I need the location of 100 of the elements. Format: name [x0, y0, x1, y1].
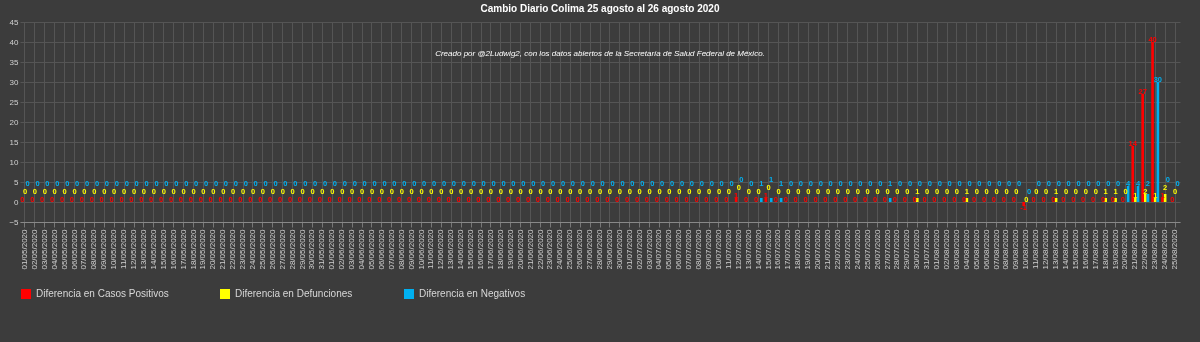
- x-tick-label: 21/06/2020: [525, 228, 535, 270]
- x-tick-label: 08/06/2020: [396, 228, 406, 270]
- x-tick-label: 22/08/2020: [1140, 228, 1150, 270]
- legend-label: Diferencia en Defunciones: [235, 288, 353, 299]
- x-tick-label: 18/06/2020: [495, 228, 505, 270]
- x-tick-label: 27/06/2020: [585, 228, 595, 270]
- x-tick-label: 24/07/2020: [852, 228, 862, 270]
- x-tick-label: 28/07/2020: [892, 228, 902, 270]
- chart-title: Cambio Diario Colima 25 agosto al 26 agosto 2020: [480, 3, 720, 14]
- x-tick-label: 01/07/2020: [624, 228, 634, 270]
- x-tick-label: 25/08/2020: [1170, 228, 1180, 270]
- x-tick-label: 20/05/2020: [208, 228, 218, 270]
- bar: [1151, 42, 1154, 202]
- y-tick-label: 15: [9, 137, 20, 147]
- annotation: Creado por @2Ludwig2, con los datos abiertos de la Secretaría de Salud Federal de México.: [435, 49, 765, 58]
- x-tick-label: 16/06/2020: [476, 228, 486, 270]
- bar: [1153, 198, 1157, 202]
- x-tick-label: 24/06/2020: [555, 228, 565, 270]
- x-tick-label: 25/06/2020: [565, 228, 575, 270]
- x-tick-label: 01/08/2020: [932, 228, 942, 270]
- y-tick-label: 45: [9, 17, 20, 27]
- x-tick-label: 13/06/2020: [446, 228, 456, 270]
- x-tick-label: 04/07/2020: [654, 228, 664, 270]
- y-tick-label: 0: [14, 197, 20, 207]
- x-tick-label: 16/07/2020: [773, 228, 783, 270]
- x-tick-label: 24/08/2020: [1160, 228, 1170, 270]
- legend-label: Diferencia en Casos Positivos: [36, 288, 169, 299]
- x-tick-label: 06/06/2020: [376, 228, 386, 270]
- y-tick-label: −5: [9, 217, 20, 227]
- x-tick-label: 05/06/2020: [366, 228, 376, 270]
- x-tick-label: 11/06/2020: [426, 228, 436, 269]
- x-tick-label: 02/07/2020: [634, 228, 644, 270]
- x-tick-label: 02/08/2020: [942, 228, 952, 270]
- x-tick-label: 10/07/2020: [713, 228, 723, 270]
- x-tick-label: 11/07/2020: [723, 228, 733, 269]
- x-tick-label: 28/06/2020: [595, 228, 604, 270]
- x-tick-label: 15/05/2020: [158, 228, 168, 270]
- x-tick-label: 25/05/2020: [257, 228, 267, 270]
- y-tick-label: 25: [9, 97, 20, 107]
- y-tick-label: 35: [9, 57, 20, 67]
- x-tick-label: 14/05/2020: [148, 228, 158, 270]
- x-tick-label: 03/07/2020: [644, 228, 654, 270]
- y-tick-label: 30: [9, 77, 20, 87]
- x-tick-label: 12/08/2020: [1041, 228, 1051, 270]
- x-tick-label: 08/08/2020: [1001, 228, 1011, 270]
- bar: [1131, 146, 1135, 202]
- x-tick-label: 12/07/2020: [733, 228, 743, 270]
- x-tick-label: 22/07/2020: [832, 228, 842, 270]
- x-tick-label: 20/07/2020: [813, 228, 823, 270]
- x-tick-label: 21/05/2020: [218, 228, 228, 270]
- x-tick-label: 10/05/2020: [109, 228, 119, 270]
- x-tick-label: 18/07/2020: [793, 228, 803, 270]
- x-tick-label: 17/08/2020: [1090, 228, 1100, 270]
- x-tick-label: 09/07/2020: [704, 228, 714, 270]
- x-tick-label: 30/06/2020: [614, 228, 624, 270]
- x-tick-label: 28/05/2020: [287, 228, 297, 270]
- x-tick-label: 10/08/2020: [1021, 228, 1031, 270]
- x-tick-label: 04/08/2020: [961, 228, 971, 270]
- x-tick-label: 12/06/2020: [436, 228, 446, 270]
- x-tick-label: 13/08/2020: [1051, 228, 1061, 270]
- x-tick-label: 26/05/2020: [267, 228, 277, 270]
- x-tick-label: 14/07/2020: [753, 228, 763, 270]
- x-tick-label: 20/08/2020: [1120, 228, 1130, 270]
- x-tick-label: 17/05/2020: [178, 228, 188, 270]
- bar: [769, 198, 773, 202]
- x-tick-label: 04/05/2020: [49, 228, 59, 270]
- x-tick-label: 03/05/2020: [39, 228, 49, 270]
- y-tick-label: 5: [14, 177, 20, 187]
- x-tick-label: 16/05/2020: [168, 228, 178, 270]
- x-tick-label: 30/05/2020: [307, 228, 317, 270]
- x-tick-label: 26/07/2020: [872, 228, 882, 270]
- x-tick-label: 06/07/2020: [674, 228, 684, 270]
- x-tick-label: 03/08/2020: [951, 228, 961, 270]
- x-tick-label: 19/05/2020: [198, 228, 208, 270]
- bar: [759, 198, 763, 202]
- bar: [1022, 202, 1025, 206]
- x-tick-label: 23/06/2020: [545, 228, 555, 270]
- x-tick-label: 21/08/2020: [1130, 228, 1140, 270]
- x-tick-label: 26/06/2020: [575, 228, 585, 270]
- x-tick-label: 07/06/2020: [386, 228, 396, 270]
- x-tick-label: 19/06/2020: [505, 228, 515, 270]
- x-tick-label: 15/08/2020: [1070, 228, 1080, 270]
- x-tick-label: 30/07/2020: [912, 228, 922, 270]
- x-tick-label: 08/07/2020: [694, 228, 704, 270]
- x-tick-label: 17/07/2020: [783, 228, 793, 270]
- x-tick-label: 17/06/2020: [485, 228, 495, 270]
- x-tick-label: 05/07/2020: [664, 228, 674, 270]
- x-tick-label: 08/05/2020: [89, 228, 99, 270]
- x-tick-label: 27/07/2020: [882, 228, 892, 270]
- x-tick-label: 02/06/2020: [337, 228, 347, 270]
- x-tick-label: 01/06/2020: [327, 228, 337, 270]
- x-tick-label: 27/05/2020: [277, 228, 287, 270]
- x-tick-label: 14/08/2020: [1060, 228, 1070, 270]
- x-tick-label: 20/06/2020: [515, 228, 525, 270]
- x-tick-label: 31/07/2020: [922, 228, 932, 270]
- x-tick-label: 19/08/2020: [1110, 228, 1120, 270]
- x-tick-label: 29/07/2020: [902, 228, 912, 270]
- x-tick-label: 13/07/2020: [743, 228, 753, 270]
- x-tick-label: 15/06/2020: [466, 228, 476, 270]
- x-tick-label: 09/06/2020: [406, 228, 416, 270]
